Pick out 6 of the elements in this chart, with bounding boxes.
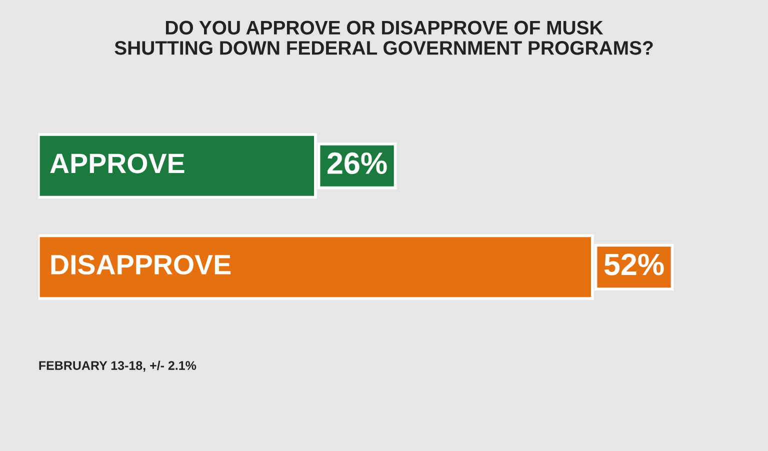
data-label: 52% — [604, 254, 664, 276]
text: FEBRUARY 13-18, +/- 2.1% — [39, 360, 196, 372]
data-label: 26% — [328, 152, 387, 174]
y-tick-label: APPROVE — [50, 154, 184, 174]
chart-title: DO YOU APPROVE OR DISAPPROVE OF MUSK SHUTTING DOWN FEDERAL GOVERNMENT PROGRAMS? — [114, 20, 653, 55]
y-tick-label: DISAPPROVE — [51, 254, 231, 275]
